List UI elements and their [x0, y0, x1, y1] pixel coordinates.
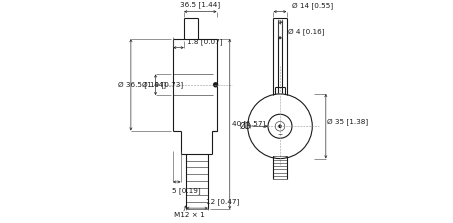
Text: 1.8 [0.07]: 1.8 [0.07] [187, 38, 223, 45]
Circle shape [279, 125, 281, 127]
Text: Ø 36.5 [1.44]: Ø 36.5 [1.44] [118, 81, 166, 88]
Circle shape [214, 83, 217, 87]
Text: Ø 4 [0.16]: Ø 4 [0.16] [288, 28, 324, 35]
Text: Ø 35 [1.38]: Ø 35 [1.38] [327, 118, 368, 125]
Text: Ø 19 [0.73]: Ø 19 [0.73] [142, 81, 183, 88]
Text: 5 [0.19]: 5 [0.19] [172, 187, 201, 194]
Text: 36.5 [1.44]: 36.5 [1.44] [180, 2, 220, 8]
Text: 12 [0.47]: 12 [0.47] [206, 199, 239, 206]
Text: M12 × 1: M12 × 1 [174, 212, 205, 218]
Text: Ø 14 [0.55]: Ø 14 [0.55] [292, 2, 333, 9]
Text: ØD: ØD [240, 122, 251, 131]
Text: 40 [1.57]: 40 [1.57] [232, 121, 265, 128]
